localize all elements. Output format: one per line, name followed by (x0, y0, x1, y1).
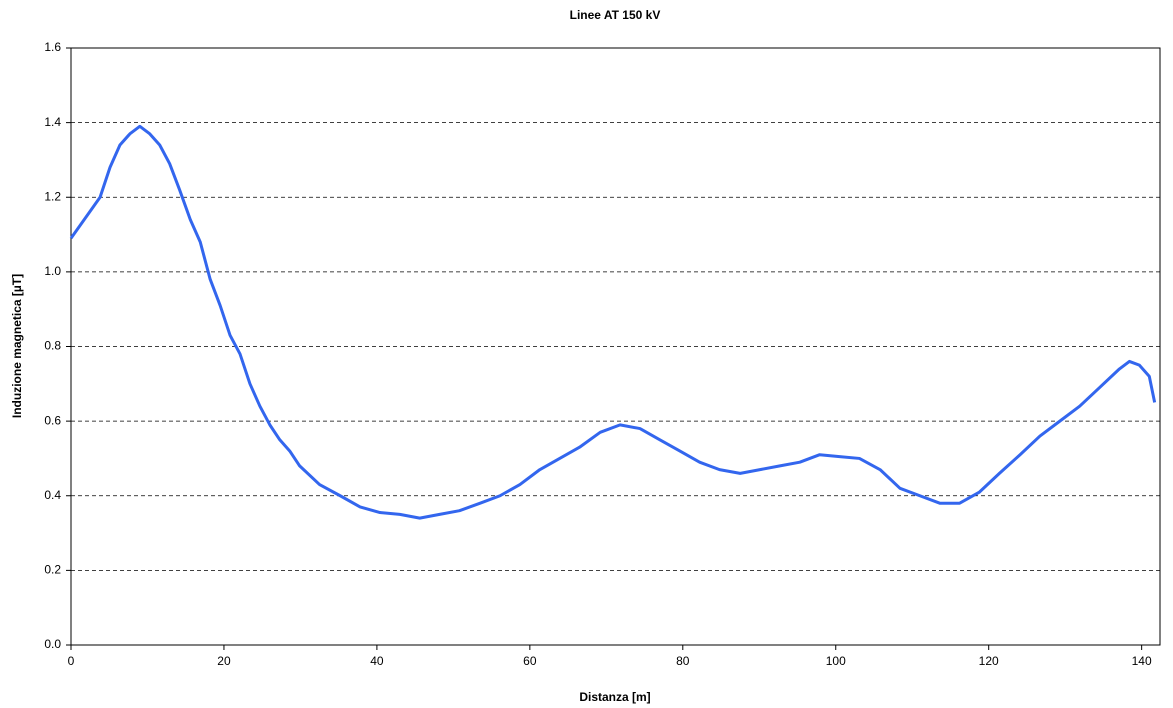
y-tick-label: 0.2 (44, 563, 61, 577)
y-axis-label: Induzione magnetica [µT] (10, 274, 24, 418)
x-tick-label: 120 (979, 654, 999, 668)
chart-title: Linee AT 150 kV (570, 8, 661, 22)
y-tick-label: 1.4 (44, 115, 61, 129)
y-tick-label: 1.6 (44, 40, 61, 54)
y-tick-label: 0.4 (44, 488, 61, 502)
y-tick-label: 1.2 (44, 189, 61, 203)
x-tick-label: 40 (370, 654, 384, 668)
y-tick-label: 1.0 (44, 264, 61, 278)
x-tick-label: 0 (68, 654, 75, 668)
x-tick-label: 20 (217, 654, 231, 668)
data-line (69, 124, 1157, 520)
x-axis-label: Distanza [m] (579, 690, 650, 704)
y-tick-label: 0.6 (44, 413, 61, 427)
y-tick-label: 0.0 (44, 637, 61, 651)
x-tick-label: 100 (826, 654, 846, 668)
x-tick-label: 60 (523, 654, 537, 668)
x-tick-label: 140 (1132, 654, 1152, 668)
x-tick-label: 80 (676, 654, 690, 668)
plot-frame (70, 47, 1161, 646)
y-tick-label: 0.8 (44, 339, 61, 353)
